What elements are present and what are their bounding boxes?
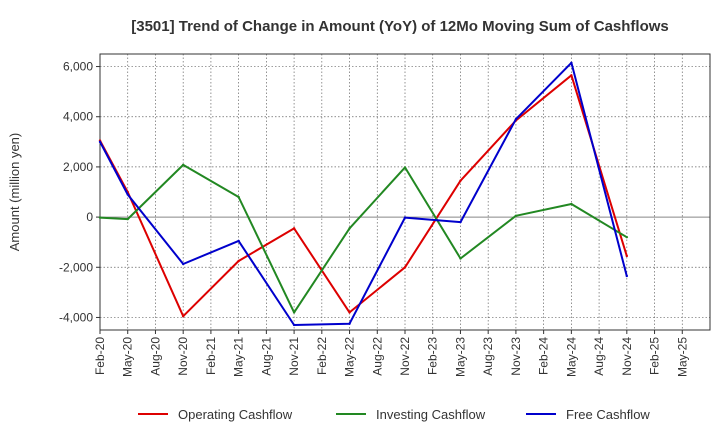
- x-tick-label: Nov-23: [509, 337, 523, 376]
- x-tick-label: Feb-23: [426, 337, 440, 375]
- data-point: [348, 227, 351, 230]
- data-point: [625, 274, 629, 278]
- data-point: [459, 220, 462, 224]
- x-tick-label: Aug-20: [148, 337, 162, 376]
- chart-title: [3501] Trend of Change in Amount (YoY) o…: [131, 18, 669, 35]
- data-point: [126, 217, 129, 221]
- data-point: [459, 257, 462, 260]
- data-point: [292, 227, 296, 230]
- legend-label: Operating Cashflow: [178, 407, 293, 422]
- x-tick-label: Feb-22: [315, 337, 329, 375]
- data-point: [126, 193, 129, 196]
- y-tick-label: -2,000: [59, 260, 93, 274]
- data-point: [514, 118, 518, 121]
- x-tick-label: Nov-21: [287, 337, 301, 376]
- data-point: [237, 195, 240, 199]
- data-point: [237, 259, 240, 263]
- series-line-free-cashflow: [99, 61, 628, 326]
- data-point: [348, 322, 351, 325]
- data-point: [98, 216, 102, 219]
- data-point: [403, 166, 407, 169]
- y-tick-label: 0: [86, 210, 93, 224]
- x-tick-label: Feb-24: [537, 337, 551, 375]
- data-point: [181, 163, 185, 167]
- y-tick-label: 4,000: [63, 110, 93, 124]
- data-point: [514, 214, 518, 218]
- x-tick-label: Feb-21: [204, 337, 218, 375]
- y-axis-label: Amount (million yen): [7, 133, 22, 252]
- x-tick-label: Feb-20: [93, 337, 107, 375]
- x-tick-label: Aug-24: [592, 337, 606, 376]
- data-point: [98, 140, 102, 144]
- grid-layer: [99, 54, 711, 330]
- data-point: [403, 216, 407, 219]
- x-tick-label: May-24: [564, 337, 578, 377]
- data-point: [570, 202, 573, 206]
- data-point: [403, 266, 407, 269]
- legend: Operating Cashflow Investing Cashflow Free…: [138, 407, 650, 422]
- data-point: [570, 61, 573, 64]
- y-tick-label: 2,000: [63, 160, 93, 174]
- x-tick-label: Aug-23: [481, 337, 495, 376]
- x-tick-label: Nov-24: [620, 337, 634, 376]
- legend-label: Investing Cashflow: [376, 407, 486, 422]
- data-point: [292, 311, 296, 314]
- data-point: [625, 254, 629, 258]
- x-tick-label: May-22: [343, 337, 357, 377]
- series-line-investing-cashflow: [99, 163, 628, 314]
- x-tick-label: May-21: [232, 337, 246, 377]
- data-point: [570, 74, 573, 77]
- x-tick-label: Feb-25: [648, 337, 662, 375]
- data-point: [292, 323, 296, 327]
- x-tick-label: Aug-21: [259, 337, 273, 376]
- series-line-operating-cashflow: [99, 74, 628, 318]
- data-point: [181, 315, 185, 318]
- x-tick-label: May-25: [675, 337, 689, 377]
- data-point: [625, 235, 629, 239]
- data-point: [237, 239, 240, 243]
- axis-layer: -4,000 -2,000 0 2,000 4,000 6,000 Feb-20 May-20…: [59, 53, 711, 377]
- x-tick-label: Nov-22: [398, 337, 412, 376]
- data-point: [348, 311, 351, 314]
- data-point: [181, 262, 185, 266]
- series-layer: [98, 61, 629, 327]
- y-tick-label: -4,000: [59, 310, 93, 324]
- y-tick-label: 6,000: [63, 60, 93, 74]
- x-tick-label: Aug-22: [370, 337, 384, 376]
- data-point: [459, 179, 462, 182]
- x-tick-label: May-23: [453, 337, 467, 377]
- x-tick-label: May-20: [121, 337, 135, 377]
- legend-label: Free Cashflow: [566, 407, 650, 422]
- x-tick-label: Nov-20: [176, 337, 190, 376]
